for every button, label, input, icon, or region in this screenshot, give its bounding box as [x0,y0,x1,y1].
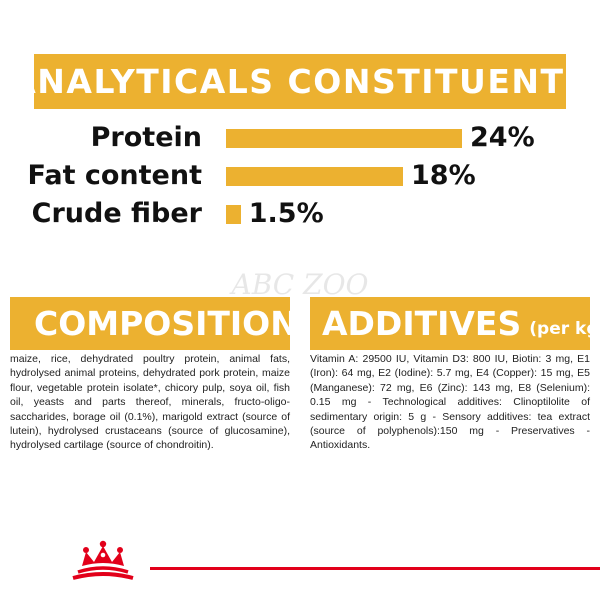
analyticals-title: ANALYTICALS CONSTITUENTS [34,62,566,101]
nutrient-label: Fat content [27,160,202,191]
royal-canin-crown-icon [72,540,134,580]
analyticals-banner: ANALYTICALS CONSTITUENTS [34,54,566,109]
nutrient-label: Protein [90,122,202,153]
nutrient-row-fat: Fat content 18% [0,158,600,194]
brand-line [150,567,600,570]
composition-title: COMPOSITION [34,304,290,343]
nutrient-value: 18% [411,160,476,191]
nutrient-value: 1.5% [248,198,324,229]
additives-subtitle: (per kg) [529,318,590,339]
nutrient-bar [226,167,403,186]
composition-banner: COMPOSITION [10,297,290,350]
nutrient-row-fiber: Crude fiber 1.5% [0,196,600,232]
nutrient-row-protein: Protein 24% [0,120,600,156]
watermark-text: ABC ZOO [231,268,369,301]
nutrient-bar [226,129,462,148]
additives-title: ADDITIVES [322,304,522,343]
composition-text: maize, rice, dehydrated poultry protein,… [10,353,290,452]
nutrient-bar [226,205,241,224]
nutrient-label: Crude fiber [31,198,202,229]
additives-text: Vitamin A: 29500 IU, Vitamin D3: 800 IU,… [310,353,590,452]
nutrient-value: 24% [470,122,535,153]
additives-banner: ADDITIVES (per kg) [310,297,590,350]
